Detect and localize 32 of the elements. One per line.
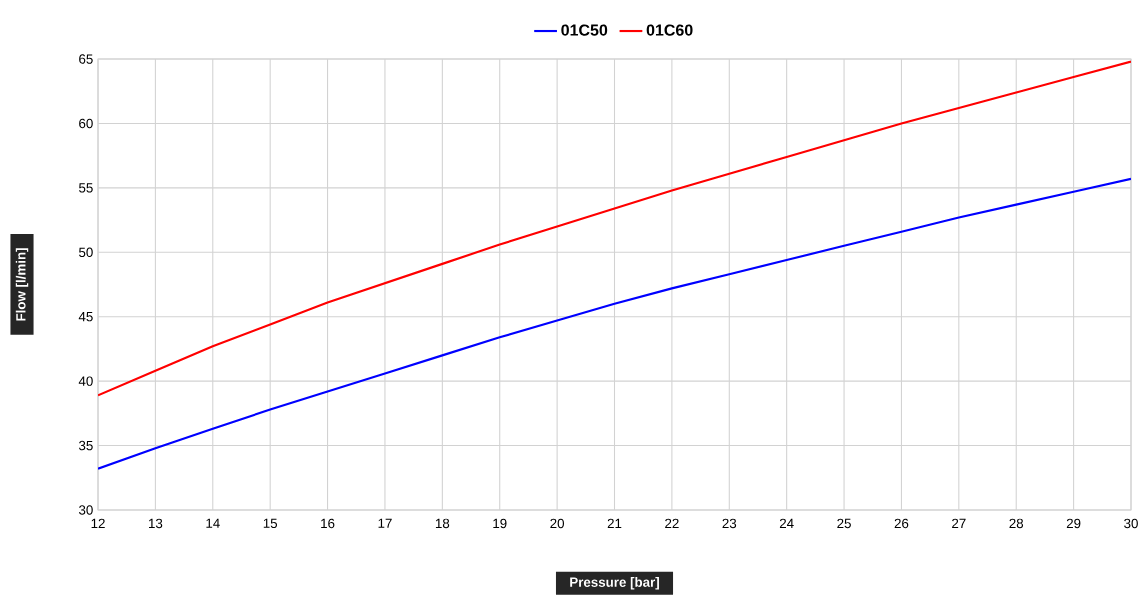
x-tick-label: 16	[321, 518, 335, 529]
x-tick-label: 26	[894, 518, 909, 529]
x-axis-title: Pressure [bar]	[570, 577, 659, 590]
x-tick-label: 18	[435, 518, 450, 529]
x-tick-label: 27	[952, 518, 966, 529]
legend-label: 01C60	[646, 24, 693, 36]
x-tick-label: 29	[1066, 518, 1081, 529]
legend-label: 01C50	[561, 24, 608, 36]
x-tick-label: 30	[1124, 518, 1138, 529]
x-tick-label: 15	[263, 518, 278, 528]
y-tick-label: 35	[78, 440, 93, 451]
x-tick-label: 22	[665, 518, 679, 529]
y-tick-label: 60	[79, 118, 93, 129]
x-tick-label: 19	[493, 518, 507, 529]
line-series	[98, 177, 1131, 470]
y-tick-label: 40	[78, 376, 93, 386]
y-tick-label: 50	[79, 247, 93, 257]
x-tick-label: 25	[837, 518, 851, 529]
x-tick-label: 13	[149, 518, 163, 529]
y-axis-title: Flow [l/min]	[15, 248, 29, 321]
y-tick-label: 45	[78, 312, 93, 322]
x-tick-label: 21	[607, 518, 622, 529]
x-tick-label: 24	[779, 518, 794, 529]
x-tick-label: 12	[91, 518, 105, 529]
x-tick-label: 28	[1009, 518, 1024, 529]
x-tick-label: 23	[722, 518, 737, 529]
y-tick-label: 55	[79, 183, 93, 193]
y-tick-label: 65	[79, 54, 93, 64]
x-tick-label: 20	[550, 518, 565, 529]
y-tick-label: 30	[78, 505, 93, 515]
x-tick-label: 14	[206, 518, 220, 528]
x-tick-label: 17	[378, 518, 392, 528]
